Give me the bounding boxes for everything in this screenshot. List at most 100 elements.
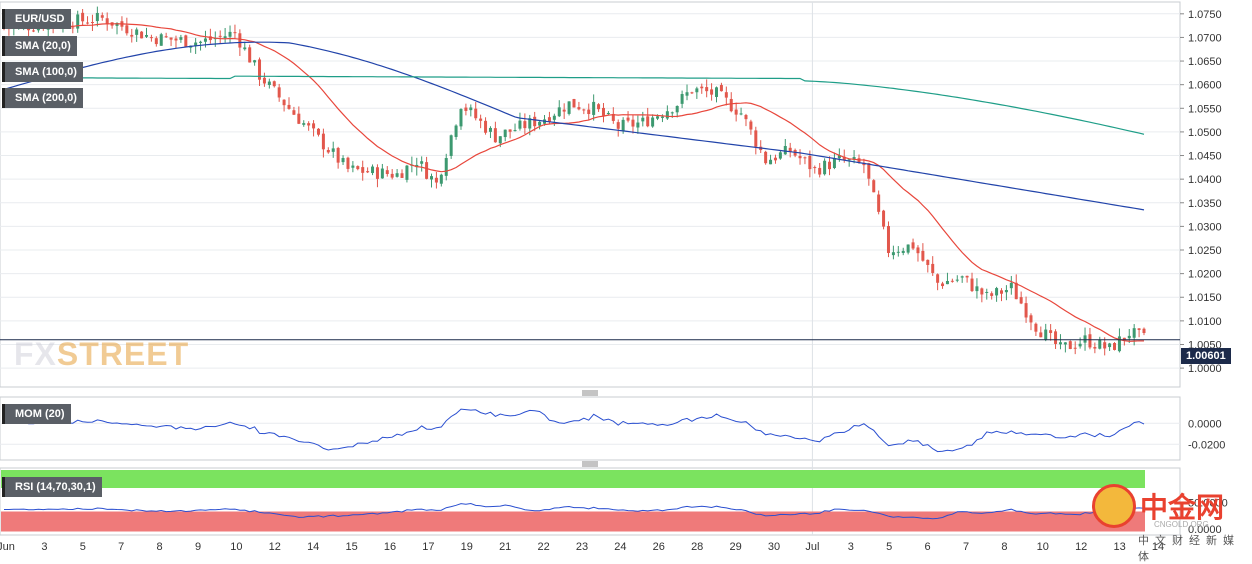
candle-body: [375, 167, 379, 179]
candle-body: [90, 22, 94, 24]
candle-body: [1078, 343, 1082, 347]
cngold-logo-text: 中金网: [1140, 491, 1225, 524]
mom-label[interactable]: MOM (20): [2, 404, 71, 424]
candle-body: [842, 156, 846, 161]
candle-body: [665, 111, 669, 119]
x-tick-label: 29: [729, 541, 741, 553]
x-tick-label: 21: [499, 541, 511, 553]
candle-body: [518, 120, 522, 129]
candle-body: [867, 163, 871, 179]
candle-body: [891, 252, 895, 256]
candle-body: [528, 118, 532, 129]
candle-body: [823, 160, 827, 175]
candle-body: [587, 109, 591, 115]
mom-tick-label: 0.0000: [1188, 418, 1222, 430]
candle-body: [1088, 334, 1092, 348]
rsi-overbought-band: [1, 470, 1145, 488]
candle-body: [611, 113, 615, 121]
candle-body: [906, 244, 910, 253]
candle-body: [341, 158, 345, 163]
x-tick-label: 12: [269, 541, 281, 553]
candle-body: [808, 155, 812, 170]
candle-body: [552, 115, 556, 120]
sma100-label[interactable]: SMA (100,0): [2, 62, 83, 82]
candle-body: [272, 81, 276, 87]
candle-body: [390, 173, 394, 178]
x-tick-label: 15: [345, 541, 357, 553]
x-tick-label: 3: [41, 541, 47, 553]
candle-body: [169, 37, 173, 40]
candle-body: [744, 115, 748, 120]
candle-body: [140, 31, 144, 39]
symbol-label[interactable]: EUR/USD: [2, 9, 71, 29]
candle-body: [1127, 335, 1131, 339]
mom-panel: [0, 396, 1181, 461]
candle-body: [1108, 343, 1112, 348]
mom-line: [4, 408, 1145, 453]
candle-body: [71, 27, 75, 29]
candle-body: [145, 35, 148, 37]
candle-body: [675, 106, 679, 113]
candle-body: [1034, 323, 1038, 332]
candle-body: [995, 288, 999, 296]
candle-body: [1132, 328, 1136, 338]
candle-body: [262, 77, 266, 84]
candle-body: [901, 250, 905, 253]
candle-body: [430, 176, 433, 180]
candle-body: [670, 112, 674, 114]
candle-body: [724, 92, 728, 98]
x-tick-label: 22: [537, 541, 549, 553]
candle-body: [179, 37, 183, 40]
candle-body: [985, 291, 989, 293]
candle-body: [174, 38, 178, 41]
candle-body: [533, 116, 537, 127]
candle-body: [1049, 330, 1053, 333]
candle-body: [307, 123, 311, 126]
candle-body: [769, 159, 773, 165]
x-tick-label: Jun: [0, 541, 15, 553]
candle-body: [945, 280, 949, 285]
rsi-label[interactable]: RSI (14,70,30,1): [2, 477, 102, 497]
x-tick-label: 10: [1037, 541, 1049, 553]
candle-body: [194, 42, 198, 47]
candle-body: [449, 135, 453, 156]
candle-body: [405, 165, 409, 180]
candle-body: [105, 18, 109, 25]
sma100-line: [3, 41, 1145, 211]
candle-body: [837, 155, 841, 159]
candle-body: [371, 166, 375, 174]
candle-body: [970, 278, 974, 292]
sma20-line: [3, 23, 1145, 342]
candle-body: [926, 259, 930, 265]
candle-body: [921, 250, 925, 261]
x-tick-label: 3: [848, 541, 854, 553]
price-tick-label: 1.0100: [1188, 316, 1222, 328]
candle-body: [351, 165, 355, 168]
candle-body: [916, 247, 920, 254]
candle-body: [130, 34, 134, 37]
candle-body: [577, 107, 581, 110]
sma20-label[interactable]: SMA (20,0): [2, 36, 77, 56]
candle-body: [882, 210, 886, 227]
candle-body: [896, 251, 900, 253]
candle-body: [1113, 342, 1117, 350]
candle-body: [877, 194, 881, 212]
candle-body: [931, 263, 935, 273]
price-tick-label: 1.0300: [1188, 221, 1222, 233]
x-tick-label: 8: [157, 541, 163, 553]
candle-body: [955, 279, 959, 281]
candle-body: [302, 123, 306, 125]
candle-body: [1058, 342, 1062, 345]
candle-body: [1137, 328, 1141, 330]
candle-body: [818, 167, 822, 175]
price-tick-label: 1.0200: [1188, 269, 1222, 281]
candle-body: [1117, 336, 1121, 352]
candle-body: [847, 159, 851, 161]
sma200-label[interactable]: SMA (200,0): [2, 88, 83, 108]
x-tick-label: 5: [80, 541, 86, 553]
candle-body: [695, 88, 699, 93]
candle-body: [941, 283, 945, 287]
candle-body: [1054, 331, 1058, 344]
candle-body: [965, 275, 969, 278]
